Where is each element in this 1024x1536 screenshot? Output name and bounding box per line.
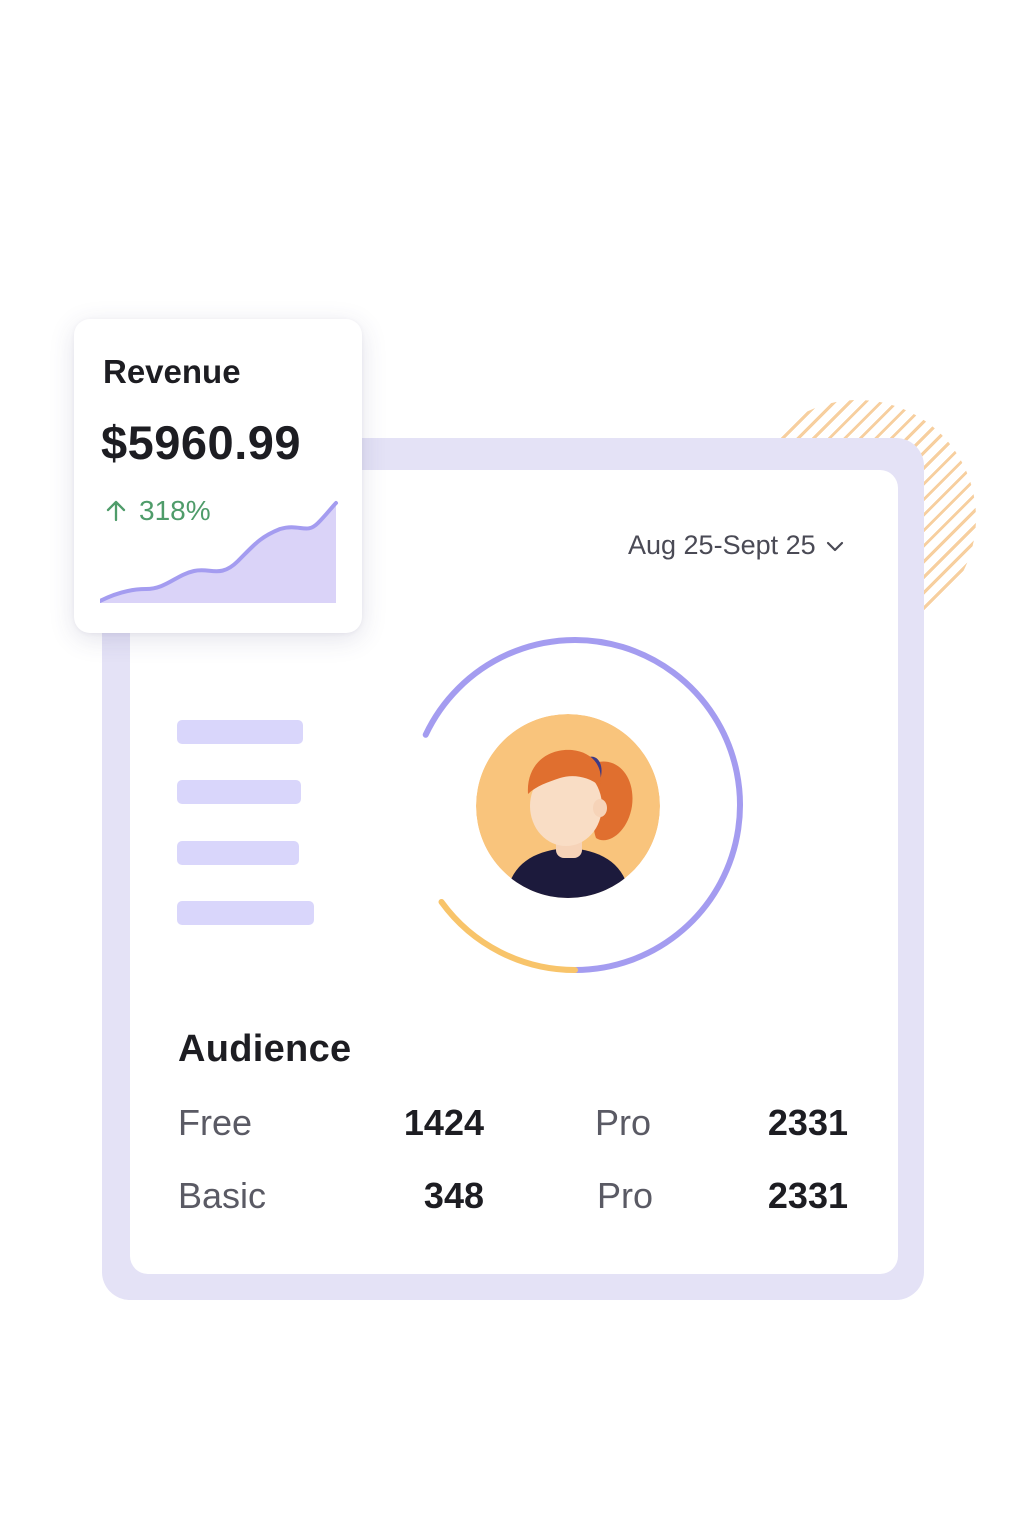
placeholder-bar [177, 901, 314, 925]
ring-segment-yellow [438, 898, 578, 973]
audience-value-pro-2: 2331 [767, 1175, 848, 1216]
audience-label-free: Free [178, 1102, 253, 1143]
audience-value-free: 1424 [403, 1102, 484, 1143]
avatar [476, 714, 660, 898]
revenue-label: Revenue [103, 353, 241, 390]
revenue-change: 318% [103, 495, 211, 527]
audience-value-basic: 348 [423, 1175, 484, 1216]
revenue-value: $5960.99 [101, 416, 302, 469]
placeholder-bar [177, 841, 299, 865]
arrow-up-icon [103, 498, 129, 524]
sparkline-line [100, 501, 338, 603]
chevron-down-icon [824, 535, 846, 557]
audience-donut-ring [422, 637, 743, 973]
sparkline-area [100, 503, 336, 603]
placeholder-bar [177, 720, 303, 744]
date-range-label: Aug 25-Sept 25 [628, 530, 816, 560]
revenue-change-value: 318% [139, 495, 211, 526]
audience-title: Audience [178, 1028, 352, 1070]
ring-segment-purple [422, 637, 743, 973]
audience-label-pro: Pro [595, 1102, 652, 1143]
date-range-dropdown[interactable]: Aug 25-Sept 25 [628, 530, 846, 561]
audience-label-basic: Basic [178, 1175, 267, 1216]
audience-value-pro: 2331 [767, 1102, 848, 1143]
revenue-card[interactable]: Revenue $5960.99 318% [74, 319, 362, 633]
revenue-sparkline [100, 501, 338, 603]
audience-label-pro-2: Pro [597, 1175, 654, 1216]
placeholder-bar [177, 780, 301, 804]
